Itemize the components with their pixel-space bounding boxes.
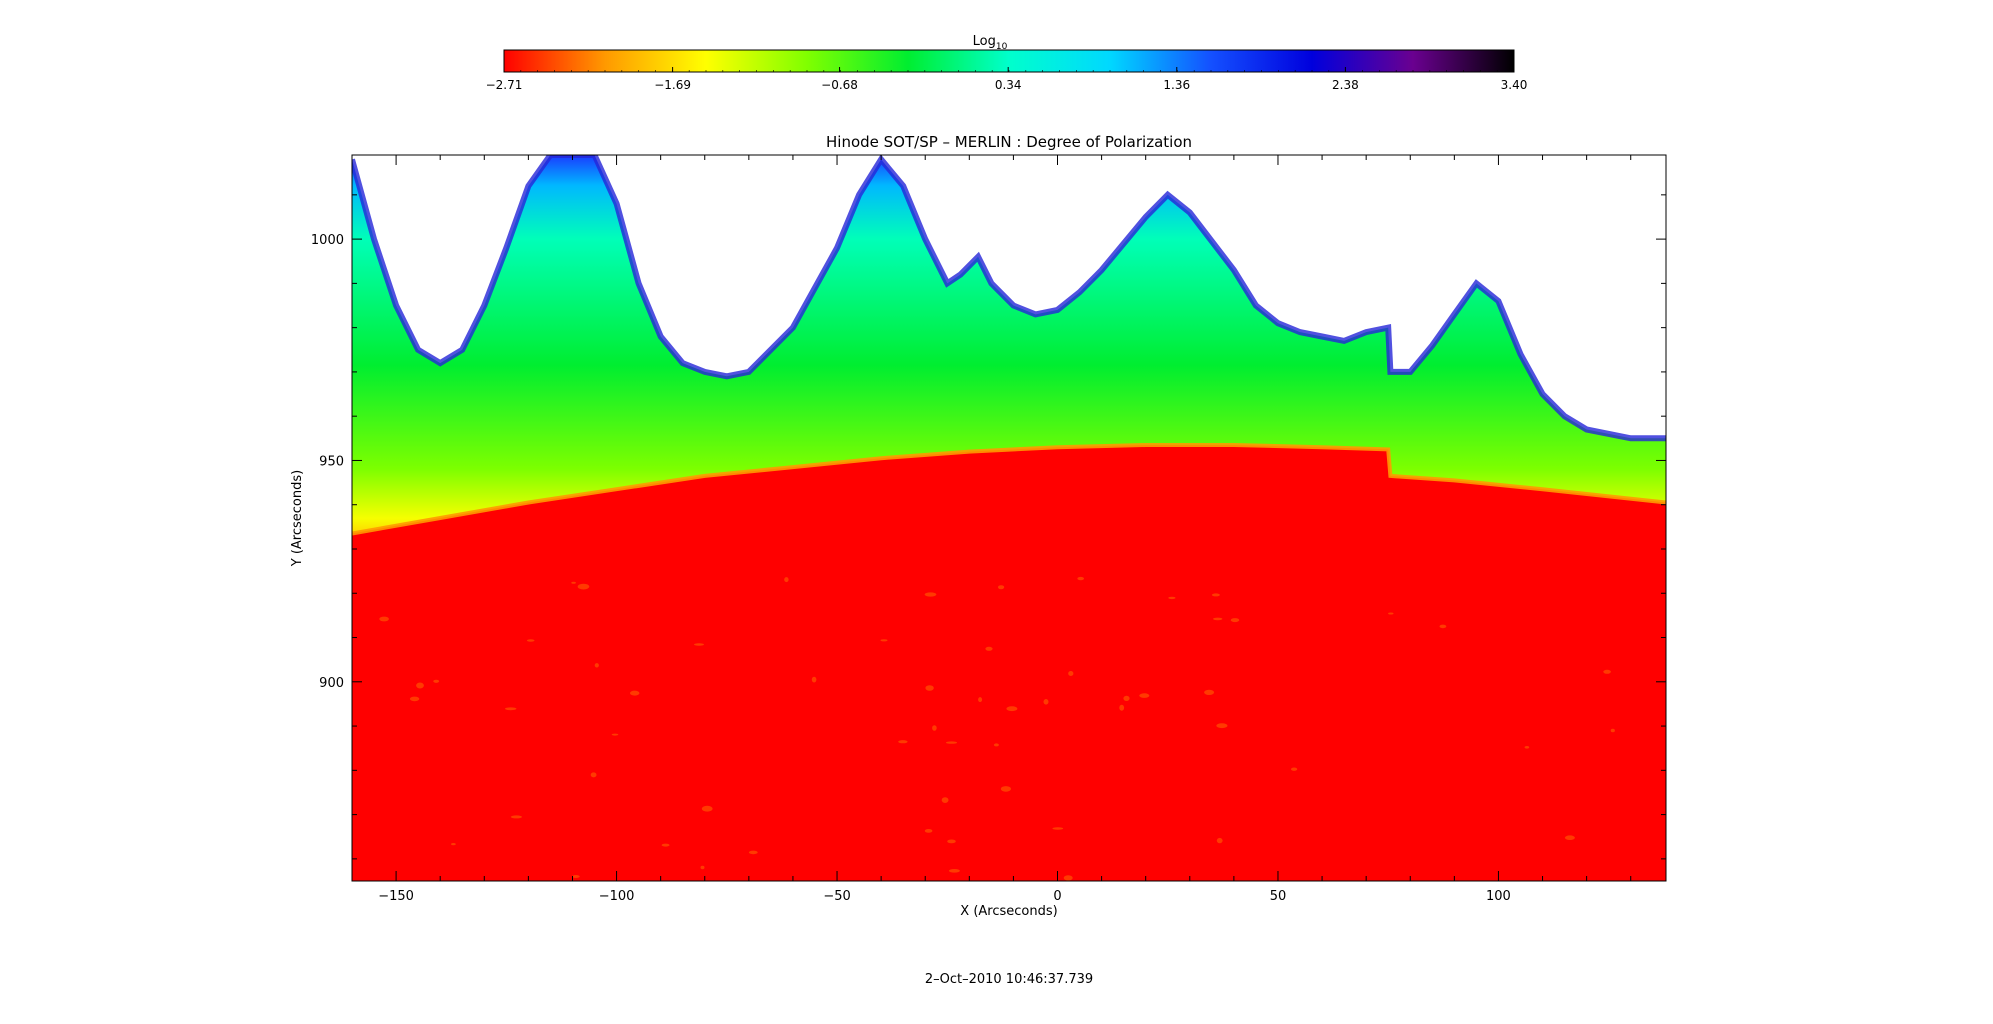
disk-feature	[1077, 576, 1084, 581]
colorbar-tick-label: −1.69	[654, 78, 691, 92]
disk-feature	[379, 616, 389, 622]
disk-feature	[1043, 699, 1049, 705]
disk-feature	[571, 581, 576, 584]
disk-feature	[880, 639, 888, 642]
disk-feature	[898, 740, 908, 744]
disk-feature	[993, 743, 999, 747]
disk-feature	[1006, 706, 1018, 712]
colorbar-tick-label: 2.38	[1332, 78, 1359, 92]
plot-frame	[351, 154, 1667, 882]
colorbar-label: Log10	[973, 34, 1008, 52]
disk-feature	[811, 676, 817, 683]
disk-feature	[661, 843, 670, 847]
y-tick-label: 900	[319, 676, 344, 691]
colorbar-tick-label: −2.71	[486, 78, 523, 92]
x-tick-label: 100	[1486, 889, 1511, 904]
corona-emission-edge	[352, 155, 1666, 442]
y-tick-label: 1000	[311, 233, 344, 248]
disk-feature	[577, 583, 590, 590]
plot-area	[352, 155, 1666, 881]
disk-feature	[1000, 786, 1012, 792]
disk-feature	[1610, 728, 1615, 733]
disk-feature	[1216, 837, 1223, 844]
disk-feature	[1123, 695, 1130, 702]
disk-feature	[978, 697, 983, 703]
colorbar-tick-label: 0.34	[995, 78, 1022, 92]
disk-feature	[433, 679, 440, 683]
disk-feature	[416, 682, 424, 689]
disk-feature	[1204, 689, 1215, 696]
disk-feature	[1388, 612, 1394, 615]
colorbar-tick-label: 3.40	[1501, 78, 1528, 92]
disk-features	[379, 576, 1615, 881]
disk-feature	[504, 707, 517, 711]
disk-feature	[924, 592, 937, 597]
timestamp: 2–Oct–2010 10:46:37.739	[925, 972, 1093, 987]
disk-feature	[947, 839, 956, 844]
disk-feature	[784, 577, 789, 583]
disk-feature	[1068, 671, 1074, 676]
disk-feature	[594, 663, 599, 668]
disk-feature	[924, 829, 933, 833]
disk-feature	[985, 646, 993, 651]
disk-feature	[611, 733, 619, 736]
x-axis: −150 −100 −50 0 50 100	[351, 155, 1632, 904]
disk-feature	[1564, 835, 1575, 840]
solar-limb	[352, 443, 1666, 536]
colorbar: Log10 −2.71 −1.69 −0.68 0.34 1.36 2.38 3.40	[486, 34, 1528, 92]
disk-feature	[1119, 704, 1125, 711]
disk-feature	[1139, 693, 1150, 698]
disk-feature	[1213, 617, 1223, 621]
disk-feature	[451, 843, 456, 846]
disk-feature	[1230, 618, 1240, 623]
x-tick-label: 50	[1270, 889, 1287, 904]
disk-feature	[409, 696, 420, 702]
disk-feature	[948, 869, 960, 873]
disk-feature	[510, 815, 522, 819]
disk-feature	[1291, 767, 1298, 771]
y-axis-label: Y (Arcseconds)	[290, 470, 305, 567]
disk-feature	[925, 685, 934, 691]
disk-feature	[1052, 827, 1064, 830]
disk-feature	[526, 639, 535, 642]
colorbar-ticks: −2.71 −1.69 −0.68 0.34 1.36 2.38 3.40	[486, 67, 1528, 92]
disk-feature	[1211, 593, 1220, 597]
x-axis-label: X (Arcseconds)	[960, 904, 1057, 919]
disk-feature	[1063, 875, 1073, 881]
disk-feature	[630, 690, 640, 696]
colorbar-tick-label: 1.36	[1163, 78, 1190, 92]
disk-feature	[941, 797, 949, 803]
disk-feature	[590, 772, 597, 778]
corona-emission	[352, 155, 1666, 538]
disk-feature	[694, 643, 704, 646]
colorbar-bar	[503, 49, 1515, 73]
disk-feature	[1216, 723, 1228, 729]
colorbar-tick-label: −0.68	[821, 78, 858, 92]
x-tick-label: 0	[1053, 889, 1061, 904]
y-tick-label: 950	[319, 454, 344, 469]
disk-feature	[748, 850, 758, 855]
disk-feature	[998, 585, 1005, 590]
chart-title: Hinode SOT/SP – MERLIN : Degree of Polar…	[826, 133, 1192, 151]
disk-feature	[1524, 746, 1530, 749]
disk-feature	[700, 865, 705, 870]
x-tick-label: −100	[599, 889, 635, 904]
disk-feature	[932, 725, 937, 731]
x-tick-label: −50	[823, 889, 850, 904]
x-tick-label: −150	[378, 889, 414, 904]
disk-feature	[1439, 624, 1447, 629]
disk-feature	[945, 741, 958, 744]
disk-feature	[1168, 596, 1176, 600]
solar-disk	[352, 445, 1666, 881]
disk-feature	[701, 805, 713, 812]
y-axis: 900 950 1000	[311, 194, 1666, 860]
disk-feature	[1603, 669, 1611, 674]
disk-feature	[572, 875, 580, 878]
